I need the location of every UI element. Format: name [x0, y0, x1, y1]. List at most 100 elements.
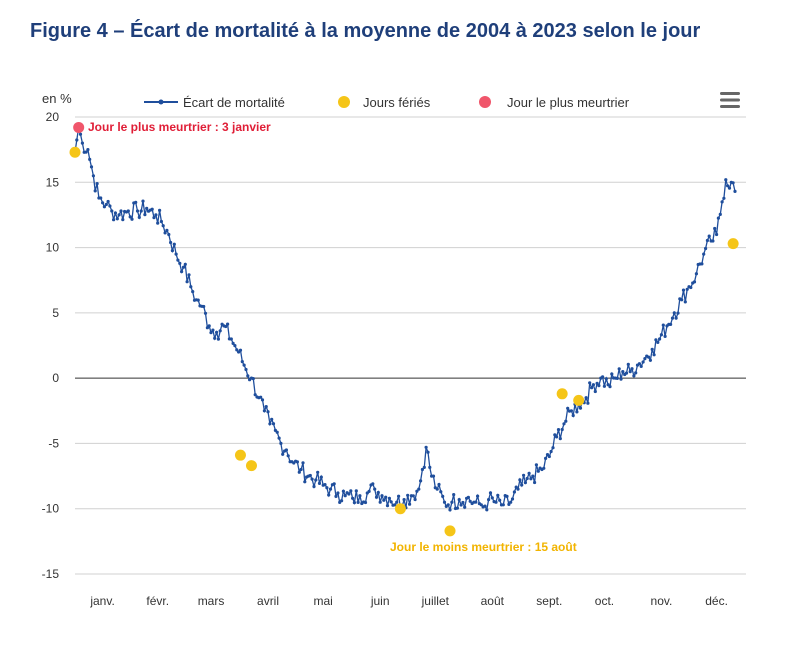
series-point[interactable]: [634, 371, 638, 375]
series-point[interactable]: [705, 238, 710, 243]
series-point[interactable]: [419, 479, 423, 483]
series-point[interactable]: [165, 228, 169, 232]
legend-item-holidays[interactable]: Jours fériés: [338, 95, 431, 110]
series-point[interactable]: [420, 467, 424, 472]
series-point[interactable]: [176, 258, 180, 262]
series-point[interactable]: [533, 480, 537, 485]
series-point[interactable]: [672, 311, 676, 315]
series-point[interactable]: [251, 377, 255, 381]
series-point[interactable]: [152, 216, 156, 220]
series-point[interactable]: [522, 473, 526, 477]
holiday-marker[interactable]: [69, 146, 81, 158]
series-point[interactable]: [510, 497, 515, 501]
series-point[interactable]: [632, 374, 636, 378]
series-point[interactable]: [380, 494, 384, 498]
series-point[interactable]: [702, 252, 706, 256]
series-point[interactable]: [238, 348, 243, 352]
series-point[interactable]: [373, 487, 377, 491]
series-point[interactable]: [536, 469, 540, 473]
series-point[interactable]: [720, 200, 724, 204]
series-point[interactable]: [104, 202, 108, 207]
series-point[interactable]: [626, 362, 630, 366]
series-point[interactable]: [240, 360, 244, 364]
series-point[interactable]: [279, 441, 283, 445]
series-point[interactable]: [253, 393, 257, 397]
series-point[interactable]: [694, 272, 699, 276]
holiday-marker[interactable]: [556, 388, 568, 400]
series-point[interactable]: [319, 475, 323, 479]
series-point[interactable]: [718, 212, 722, 216]
series-point[interactable]: [529, 477, 533, 481]
series-point[interactable]: [683, 300, 687, 304]
series-point[interactable]: [141, 199, 145, 203]
series-point[interactable]: [358, 494, 362, 498]
series-point[interactable]: [312, 484, 316, 489]
series-point[interactable]: [75, 138, 79, 142]
series-point[interactable]: [428, 465, 432, 469]
series-point[interactable]: [224, 324, 228, 329]
series-point[interactable]: [275, 430, 279, 434]
series-point[interactable]: [110, 209, 114, 213]
series-point[interactable]: [354, 489, 358, 493]
series-point[interactable]: [301, 461, 305, 465]
series-point[interactable]: [431, 474, 436, 478]
series-point[interactable]: [490, 496, 494, 500]
series-point[interactable]: [185, 280, 189, 284]
series-point[interactable]: [713, 226, 717, 231]
series-point[interactable]: [389, 500, 393, 504]
series-point[interactable]: [91, 174, 95, 178]
series-point[interactable]: [374, 495, 379, 499]
series-point[interactable]: [259, 395, 263, 399]
series-point[interactable]: [170, 249, 174, 253]
series-point[interactable]: [674, 316, 678, 320]
series-point[interactable]: [531, 474, 535, 478]
series-point[interactable]: [685, 287, 689, 291]
holiday-marker[interactable]: [573, 394, 585, 406]
series-point[interactable]: [284, 448, 288, 452]
series-point[interactable]: [637, 362, 642, 366]
series-point[interactable]: [715, 232, 719, 237]
series-point[interactable]: [271, 422, 276, 426]
series-point[interactable]: [488, 491, 493, 495]
series-point[interactable]: [498, 498, 502, 502]
series-point[interactable]: [426, 450, 430, 454]
series-point[interactable]: [172, 242, 176, 246]
series-point[interactable]: [262, 409, 266, 413]
series-point[interactable]: [371, 482, 375, 486]
series-point[interactable]: [562, 422, 566, 426]
series-point[interactable]: [610, 372, 614, 376]
series-point[interactable]: [604, 377, 608, 381]
series-point[interactable]: [299, 467, 303, 472]
series-point[interactable]: [652, 353, 656, 357]
series-point[interactable]: [347, 492, 351, 496]
series-point[interactable]: [89, 165, 94, 169]
holiday-marker[interactable]: [245, 460, 257, 472]
series-point[interactable]: [619, 377, 623, 381]
series-point[interactable]: [448, 508, 452, 512]
series-point[interactable]: [215, 330, 219, 334]
series-point[interactable]: [178, 261, 182, 265]
series-point[interactable]: [575, 410, 579, 414]
series-point[interactable]: [617, 367, 621, 371]
series-point[interactable]: [183, 262, 187, 266]
series-point[interactable]: [268, 422, 272, 426]
series-point[interactable]: [264, 405, 268, 409]
series-point[interactable]: [397, 494, 401, 498]
series-point[interactable]: [106, 199, 110, 204]
legend-item-series[interactable]: Écart de mortalité: [144, 95, 285, 110]
series-point[interactable]: [211, 328, 215, 332]
series-point[interactable]: [115, 217, 119, 221]
series-point[interactable]: [624, 371, 629, 375]
series-point[interactable]: [601, 375, 605, 379]
series-point[interactable]: [84, 150, 88, 154]
series-point[interactable]: [501, 503, 505, 507]
series-point[interactable]: [130, 217, 134, 221]
series-point[interactable]: [101, 201, 105, 205]
series-point[interactable]: [180, 270, 184, 274]
series-point[interactable]: [266, 410, 270, 414]
series-point[interactable]: [588, 381, 592, 385]
series-point[interactable]: [692, 280, 697, 284]
series-point[interactable]: [724, 178, 728, 182]
series-point[interactable]: [323, 483, 327, 487]
series-point[interactable]: [218, 329, 222, 333]
